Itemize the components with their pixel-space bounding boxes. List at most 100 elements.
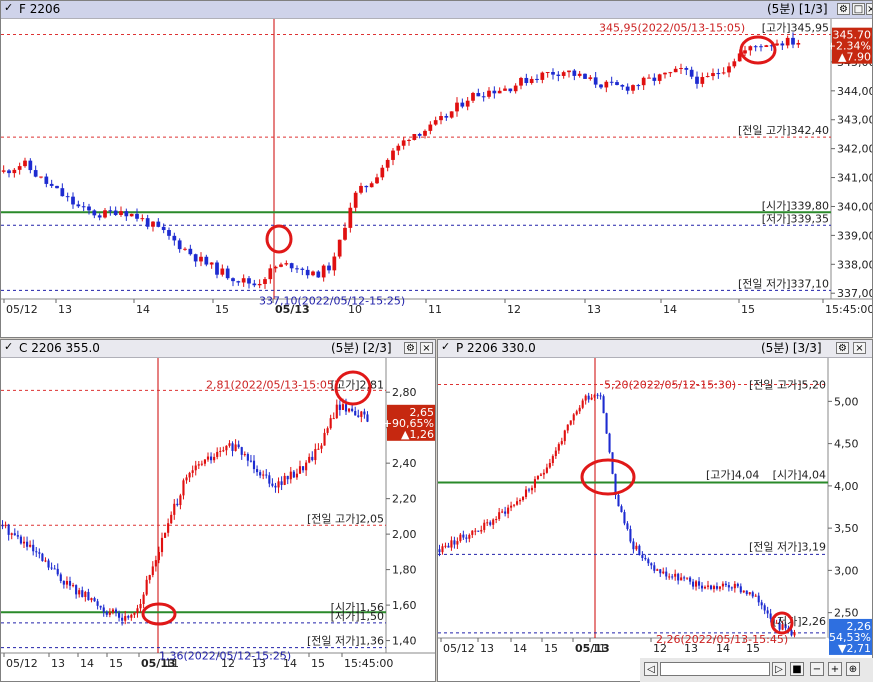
chart-f[interactable]: 345,00344,00343,00342,00341,00340,00339,… xyxy=(1,19,873,338)
level-label-prev-high: [전일 고가]342,40 xyxy=(738,123,829,137)
candle-body xyxy=(1,170,6,172)
candle-body xyxy=(19,536,23,544)
candle-body xyxy=(785,37,790,46)
candle-body xyxy=(329,418,332,429)
settings-icon[interactable]: ⚙ xyxy=(404,342,417,354)
period-label[interactable]: (5분) [3/3] xyxy=(761,341,822,355)
candle-body xyxy=(65,581,69,585)
candle-body xyxy=(663,72,667,75)
candle-body xyxy=(16,535,19,537)
pane-titlebar[interactable]: ✓ C 2206 355.0 (5분) [2/3] ⚙ × xyxy=(1,340,435,358)
candle-body xyxy=(231,278,235,282)
plot-area xyxy=(1,19,831,299)
candle-body xyxy=(35,551,38,553)
level-label-low-note: 337,10(2022/05/12-15:25) xyxy=(259,294,405,307)
navigation-toolbar: ◁ ▷ ■ − + ⊕ xyxy=(640,658,873,682)
pane-titlebar[interactable]: ✓ P 2206 330.0 (5분) [3/3] ⚙ × xyxy=(438,340,872,358)
candle-body xyxy=(763,605,766,611)
candle-body xyxy=(12,169,17,174)
candle-body xyxy=(145,579,148,595)
checkmark-icon[interactable]: ✓ xyxy=(4,1,14,14)
zoom-in-icon[interactable]: + xyxy=(828,662,842,676)
candle-body xyxy=(326,428,329,433)
candle-body xyxy=(524,77,529,84)
candle-body xyxy=(289,471,292,480)
candle-body xyxy=(284,263,289,265)
candle-body xyxy=(684,68,689,70)
period-label[interactable]: (5분) [1/3] xyxy=(767,2,828,16)
candle-body xyxy=(151,221,155,227)
pane-titlebar[interactable]: ✓ F 2206 (5분) [1/3] ⚙ □ × xyxy=(1,1,872,19)
candle-body xyxy=(759,46,763,48)
x-tick-label: 05/13 xyxy=(141,657,176,670)
candle-body xyxy=(557,444,560,451)
candle-body xyxy=(510,505,513,508)
checkmark-icon[interactable]: ✓ xyxy=(4,340,14,353)
candle-body xyxy=(121,617,124,621)
y-tick-label: 2,20 xyxy=(392,493,417,506)
candle-body xyxy=(347,408,351,412)
candle-body xyxy=(465,537,468,539)
zoom-out-icon[interactable]: − xyxy=(810,662,824,676)
y-tick-label: 342,00 xyxy=(837,143,873,156)
candle-body xyxy=(97,215,102,218)
close-icon[interactable]: × xyxy=(866,3,872,15)
chart-p[interactable]: 5,00 4,50 4,00 3,50 3,00 2,50 05/12 13 14 15 05/13… xyxy=(438,358,873,682)
chart-pane-p: ✓ P 2206 330.0 (5분) [3/3] ⚙ × 5,00 4,50 4,… xyxy=(437,339,873,682)
candle-body xyxy=(241,278,246,283)
settings-icon[interactable]: ⚙ xyxy=(837,3,850,15)
candle-body xyxy=(712,586,716,589)
candle-body xyxy=(689,577,692,582)
candle-body xyxy=(563,430,566,442)
candle-body xyxy=(277,481,280,488)
scroll-left-icon[interactable]: ◁ xyxy=(644,662,658,676)
candle-body xyxy=(357,415,360,417)
stop-icon[interactable]: ■ xyxy=(790,662,804,676)
candle-body xyxy=(742,590,745,593)
close-icon[interactable]: × xyxy=(853,342,866,354)
candle-body xyxy=(10,533,13,535)
y-tick-label: 4,00 xyxy=(834,480,859,493)
candle-body xyxy=(343,227,347,240)
candle-body xyxy=(711,73,715,77)
candle-body xyxy=(49,183,54,186)
candle-body xyxy=(56,568,59,575)
candle-body xyxy=(459,534,462,542)
x-tick-label: 14 xyxy=(513,642,527,655)
candle-body xyxy=(93,598,96,602)
candle-body xyxy=(796,43,801,45)
candle-body xyxy=(225,268,230,279)
candle-body xyxy=(50,567,53,569)
candle-body xyxy=(111,609,115,613)
candle-body xyxy=(247,278,251,284)
candle-body xyxy=(47,560,50,568)
x-tick-label: 14 xyxy=(136,303,150,316)
candle-body xyxy=(289,263,294,269)
maximize-icon[interactable]: □ xyxy=(852,3,865,15)
candle-body xyxy=(455,102,459,112)
candle-body xyxy=(668,72,673,74)
candle-body xyxy=(529,78,534,84)
scroll-right-icon[interactable]: ▷ xyxy=(772,662,786,676)
candle-body xyxy=(623,512,626,524)
scrollbar[interactable] xyxy=(660,662,770,676)
chart-c[interactable]: 2,802,602,402,202,001,801,601,4005/12131… xyxy=(1,358,436,682)
candle-body xyxy=(718,586,721,589)
candle-body xyxy=(530,487,534,491)
highlight-circle xyxy=(141,602,177,626)
candle-body xyxy=(620,84,625,87)
zoom-reset-icon[interactable]: ⊕ xyxy=(846,662,860,676)
candle-body xyxy=(249,460,253,462)
settings-icon[interactable]: ⚙ xyxy=(836,342,849,354)
candle-body xyxy=(215,262,219,275)
y-tick-label: 343,00 xyxy=(837,114,873,127)
candle-body xyxy=(745,590,748,595)
candle-body xyxy=(480,529,483,532)
candle-body xyxy=(305,269,310,276)
candle-body xyxy=(527,489,531,491)
candle-body xyxy=(412,134,417,140)
candle-body xyxy=(129,213,134,217)
period-label[interactable]: (5분) [2/3] xyxy=(331,341,392,355)
checkmark-icon[interactable]: ✓ xyxy=(441,340,451,353)
close-icon[interactable]: × xyxy=(420,342,433,354)
